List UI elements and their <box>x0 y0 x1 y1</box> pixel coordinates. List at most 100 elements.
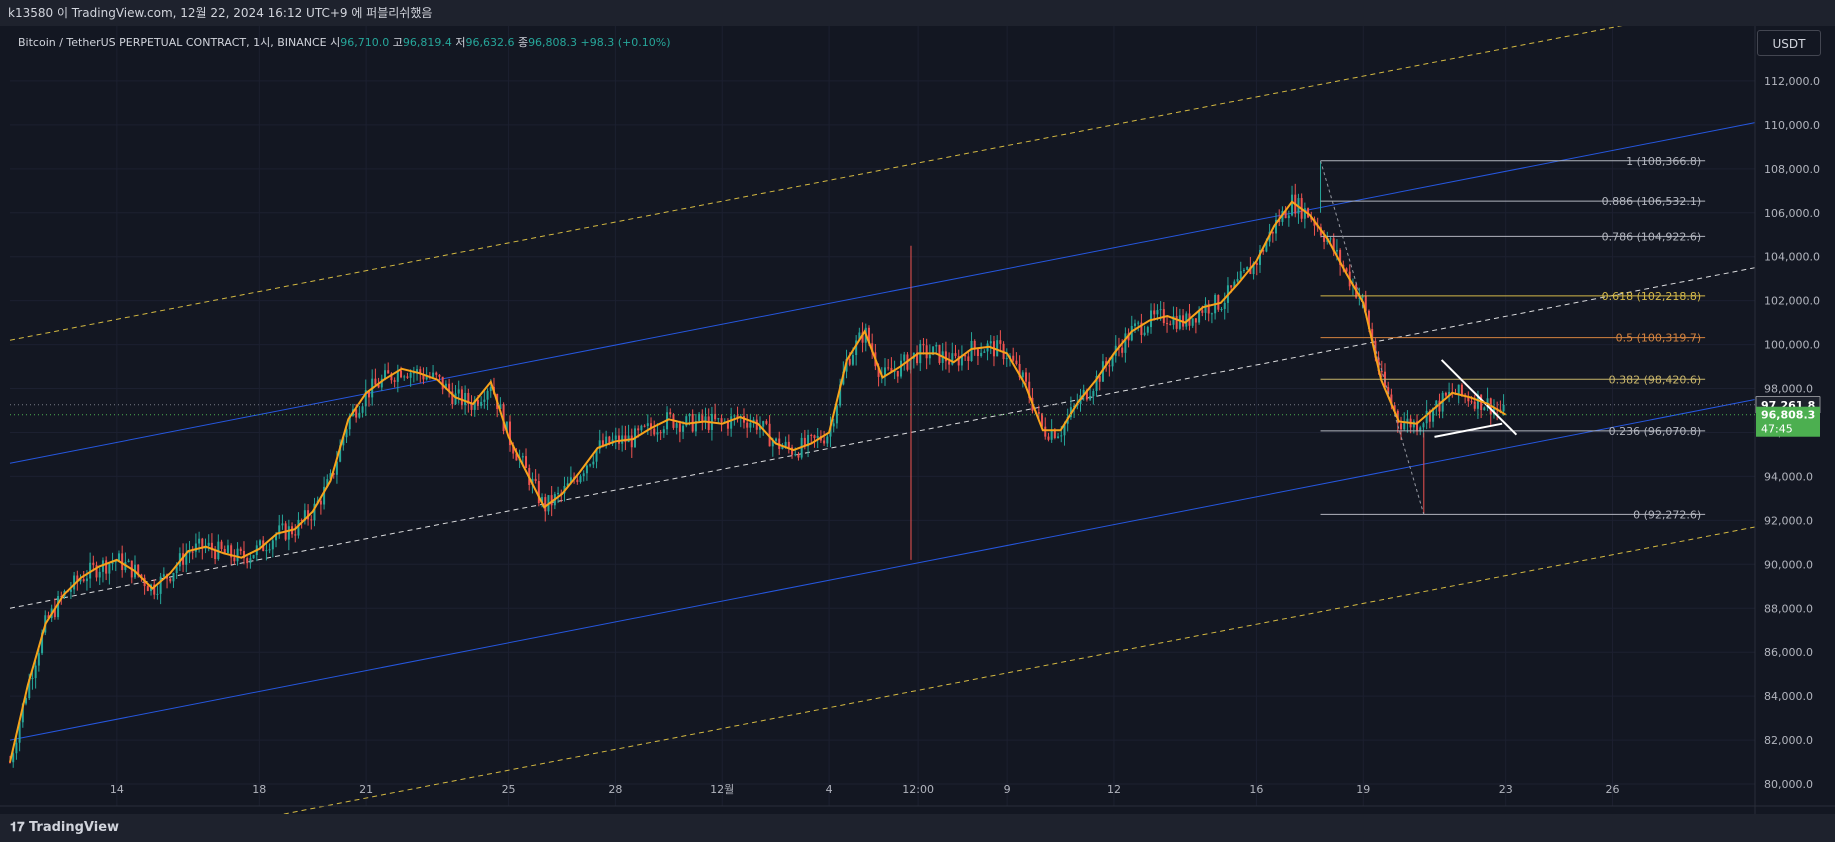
candle-body <box>682 425 685 432</box>
candle-body <box>1387 387 1390 395</box>
candle-body <box>525 456 528 469</box>
candle-body <box>1460 384 1463 395</box>
candle-body <box>1329 238 1332 240</box>
candle-body <box>156 593 159 595</box>
candle-body <box>762 421 765 427</box>
candle-body <box>1085 389 1088 400</box>
candle-body <box>1335 249 1338 252</box>
candle-body <box>25 698 28 704</box>
tradingview-brand: TradingView <box>28 820 120 835</box>
candle-body <box>569 477 572 484</box>
candle-body <box>41 632 44 654</box>
candle-body <box>422 374 425 380</box>
fib-level-label: 0.5 (100,319.7) <box>1616 332 1702 345</box>
candle-body <box>746 422 749 428</box>
candle-body <box>207 542 210 546</box>
candle-body <box>367 390 370 398</box>
price-tick-label: 106,000.0 <box>1764 207 1820 220</box>
candle-body <box>1207 303 1210 314</box>
candle-body <box>900 360 903 377</box>
candle-body <box>1175 316 1178 329</box>
candle-body <box>467 392 470 404</box>
candle-body <box>669 412 672 415</box>
candle-body <box>1416 421 1419 432</box>
fib-level-label: 0.618 (102,218.8) <box>1602 290 1702 303</box>
high-label: 고 <box>392 36 403 49</box>
candle-body <box>451 391 454 405</box>
candle-body <box>1178 315 1181 329</box>
candle-body <box>717 418 720 420</box>
candle-body <box>310 519 313 521</box>
candle-body <box>1025 372 1028 382</box>
candle-body <box>345 429 348 438</box>
candle-body <box>1060 435 1063 437</box>
candle-body <box>1345 268 1348 272</box>
candle-body <box>380 378 383 388</box>
candle-body <box>1095 375 1098 391</box>
time-tick-label: 16 <box>1249 783 1263 796</box>
tv-logo-icon: 𝟏𝟕 <box>10 820 29 835</box>
candle-body <box>448 383 451 392</box>
candle-body <box>1371 329 1374 341</box>
candle-body <box>281 523 284 526</box>
time-axis: 14 18 21 25 28 12월 4 12:00 9 12 16 19 23 26 <box>0 783 1835 807</box>
candle-body <box>339 445 342 462</box>
candle-body <box>807 434 810 447</box>
candle-body <box>34 665 37 679</box>
candle-body <box>861 332 864 343</box>
candle-body <box>701 413 704 422</box>
candle-body <box>95 565 98 578</box>
candle-body <box>460 389 463 406</box>
price-tick-label: 102,000.0 <box>1764 295 1820 308</box>
candle-body <box>21 703 24 723</box>
symbol-name[interactable]: Bitcoin / TetherUS PERPETUAL CONTRACT, 1… <box>18 36 327 49</box>
candle-body <box>653 428 656 435</box>
candle-body <box>650 423 653 429</box>
candle-body <box>592 461 595 465</box>
candle-body <box>223 549 226 554</box>
price-badges: 97,261.896,808.347:45 <box>10 396 1821 437</box>
candle-body <box>973 340 976 350</box>
candle-body <box>1223 302 1226 309</box>
candle-body <box>1021 372 1024 378</box>
candle-body <box>589 464 592 466</box>
candle-body <box>464 392 467 406</box>
price-tick-label: 92,000.0 <box>1764 514 1813 527</box>
candle-body <box>486 390 489 400</box>
candle-body <box>1239 271 1242 279</box>
currency-button[interactable]: USDT <box>1757 30 1821 56</box>
candle-body <box>1390 394 1393 406</box>
candle-body <box>1210 313 1213 315</box>
candle-body <box>601 440 604 446</box>
tradingview-logo[interactable]: 𝟏𝟕 TradingView <box>10 820 119 835</box>
close-value: 96,808.3 <box>528 36 578 49</box>
fib-level-label: 0.382 (98,420.6) <box>1609 373 1702 386</box>
candle-body <box>1428 410 1431 422</box>
candle-body <box>656 432 659 435</box>
candle-body <box>512 445 515 454</box>
candle-body <box>605 436 608 446</box>
candle-body <box>829 426 832 437</box>
candle-body <box>832 423 835 427</box>
candle-body <box>162 574 165 577</box>
candle-body <box>1262 249 1265 252</box>
candle-body <box>1393 405 1396 411</box>
candle-body <box>1217 294 1220 310</box>
candle-body <box>928 354 931 359</box>
candle-body <box>685 416 688 426</box>
candle-body <box>406 376 409 378</box>
candle-body <box>108 563 111 574</box>
candle-body <box>1172 316 1175 325</box>
candle-body <box>313 503 316 521</box>
candle-body <box>1432 407 1435 422</box>
candle-body <box>329 473 332 480</box>
candle-body <box>970 340 973 362</box>
candle-body <box>932 346 935 355</box>
candle-body <box>851 355 854 365</box>
candle-body <box>172 573 175 582</box>
candle-body <box>390 373 393 381</box>
time-tick-label: 12:00 <box>902 783 934 796</box>
candle-body <box>855 340 858 356</box>
